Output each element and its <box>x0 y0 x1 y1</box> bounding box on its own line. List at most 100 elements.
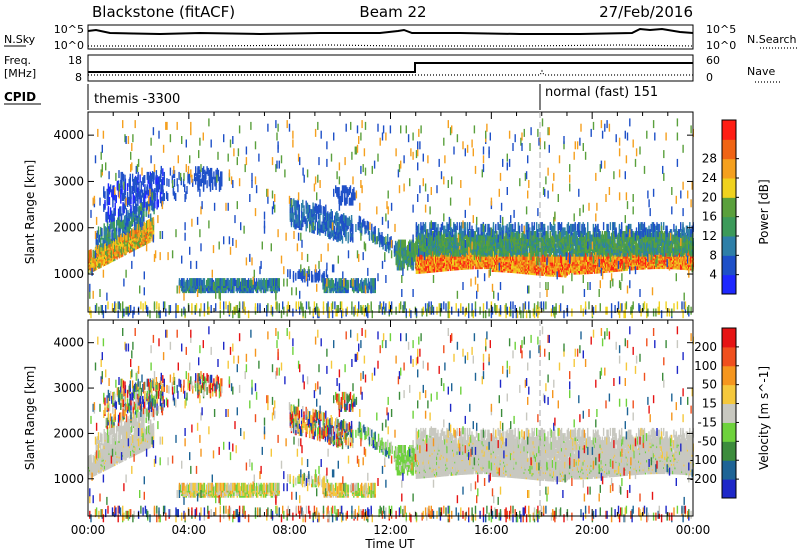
power-cell <box>127 217 129 226</box>
power-cell <box>189 278 191 287</box>
power-cell <box>393 245 396 254</box>
power-cell <box>562 236 564 245</box>
power-cell <box>296 200 298 209</box>
power-cell <box>119 206 121 215</box>
power-cell <box>228 279 231 288</box>
power-cell <box>315 269 317 278</box>
power-cell <box>329 279 331 288</box>
power-cell <box>295 200 297 209</box>
power-cell <box>93 250 96 259</box>
power-cell <box>492 249 495 258</box>
power-cell <box>366 220 368 229</box>
power-cell <box>216 167 218 176</box>
power-cell <box>108 197 111 205</box>
power-cell <box>135 177 137 186</box>
power-cell <box>545 254 547 263</box>
power-cell <box>316 226 319 235</box>
power-cell <box>121 184 123 193</box>
power-cell <box>532 253 534 261</box>
power-cell <box>314 203 316 212</box>
power-cell <box>332 220 335 229</box>
power-cell <box>100 243 102 252</box>
power-cell <box>410 241 412 250</box>
power-cell <box>300 271 303 279</box>
sky-right-tick-bottom: 10^0 <box>706 39 736 52</box>
power-cell <box>131 173 134 182</box>
power-cell <box>113 239 115 248</box>
power-cell <box>514 251 516 260</box>
beam-title: Beam 22 <box>359 3 426 21</box>
power-cell <box>140 215 143 223</box>
power-cell <box>340 190 343 199</box>
power-cell <box>411 239 413 248</box>
power-cell <box>297 204 299 213</box>
power-cell <box>597 251 599 260</box>
power-cell <box>402 248 404 257</box>
power-cell <box>303 205 305 214</box>
power-cell <box>358 283 361 292</box>
power-cell <box>105 212 107 220</box>
power-cell <box>354 192 356 201</box>
power-cell <box>133 195 136 204</box>
power-cell <box>555 231 557 239</box>
power-cell <box>153 189 155 198</box>
power-cell <box>548 254 550 263</box>
power-cell <box>88 250 90 259</box>
power-cell <box>347 279 349 288</box>
power-cell <box>155 170 158 179</box>
power-cell <box>359 216 362 225</box>
power-cell <box>405 250 408 259</box>
power-cell <box>234 278 236 287</box>
power-cell <box>116 180 119 189</box>
power-cell <box>316 205 319 214</box>
power-cell <box>92 249 94 258</box>
sky-panel: N.Sky 10^5 10^0 10^5 10^0 N.Search <box>4 23 798 52</box>
power-cell <box>406 244 409 253</box>
power-cell <box>202 182 205 190</box>
power-cell <box>103 186 105 195</box>
power-cell <box>358 215 360 224</box>
power-cell <box>543 254 546 263</box>
power-cell <box>599 251 601 260</box>
power-cell <box>151 187 153 196</box>
power-cell <box>294 200 296 209</box>
power-cell <box>137 215 139 224</box>
power-cell <box>345 231 347 240</box>
power-cell <box>95 232 97 241</box>
power-cell <box>322 272 324 281</box>
power-cell <box>323 271 325 279</box>
power-cell <box>168 178 170 187</box>
power-cell <box>336 187 338 196</box>
power-cell <box>388 241 390 250</box>
power-cell <box>353 278 355 287</box>
power-cell <box>548 238 550 246</box>
power-cell <box>144 184 146 193</box>
power-cell <box>401 260 403 269</box>
power-cell <box>350 278 353 287</box>
power-cell <box>220 176 222 185</box>
power-cell <box>354 279 356 288</box>
power-cell <box>218 278 220 287</box>
power-cell <box>289 198 292 206</box>
power-cell <box>219 278 221 287</box>
power-cell <box>541 253 543 262</box>
power-cell <box>362 281 364 290</box>
power-cell <box>212 176 214 185</box>
power-cell <box>344 215 346 224</box>
power-cell <box>333 226 336 234</box>
sky-left-tick-bottom: 10^0 <box>54 39 84 52</box>
power-cell <box>103 232 105 241</box>
power-cell <box>311 271 313 279</box>
power-cell <box>295 209 297 218</box>
power-cell <box>271 278 274 287</box>
power-cell <box>408 241 410 250</box>
power-cell <box>261 279 263 288</box>
power-cell <box>236 278 238 287</box>
power-cell <box>515 231 517 239</box>
power-cell <box>440 249 443 258</box>
power-cell <box>274 278 276 287</box>
power-cell <box>112 213 114 222</box>
power-cell <box>255 285 258 294</box>
power-cell <box>557 255 559 263</box>
